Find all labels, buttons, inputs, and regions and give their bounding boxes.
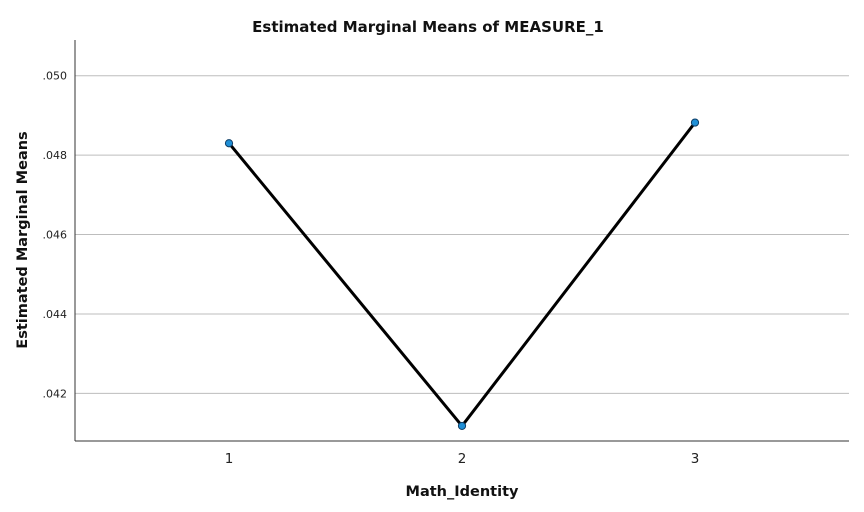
- series: [224, 118, 700, 431]
- x-tick-labels: 1 2 3: [225, 451, 700, 467]
- data-point: [690, 118, 700, 127]
- x-tick-label: 3: [691, 451, 700, 467]
- y-tick-label: .048: [43, 149, 68, 162]
- x-axis-label: Math_Identity: [406, 484, 519, 500]
- y-tick-label: .046: [43, 229, 68, 242]
- y-tick-label: .042: [43, 387, 68, 400]
- y-tick-label: .050: [43, 70, 68, 83]
- data-point: [224, 139, 234, 148]
- axes: [74, 40, 849, 442]
- y-tick-labels: .042 .044 .046 .048 .050: [43, 70, 68, 401]
- y-axis-label: Estimated Marginal Means: [15, 131, 31, 348]
- y-tick-label: .044: [43, 308, 68, 321]
- x-tick-label: 2: [458, 451, 467, 467]
- grid-lines: [75, 75, 849, 394]
- data-point: [457, 421, 467, 431]
- series-line: [227, 121, 697, 428]
- x-tick-label: 1: [225, 451, 234, 467]
- chart-title: Estimated Marginal Means of MEASURE_1: [252, 18, 604, 36]
